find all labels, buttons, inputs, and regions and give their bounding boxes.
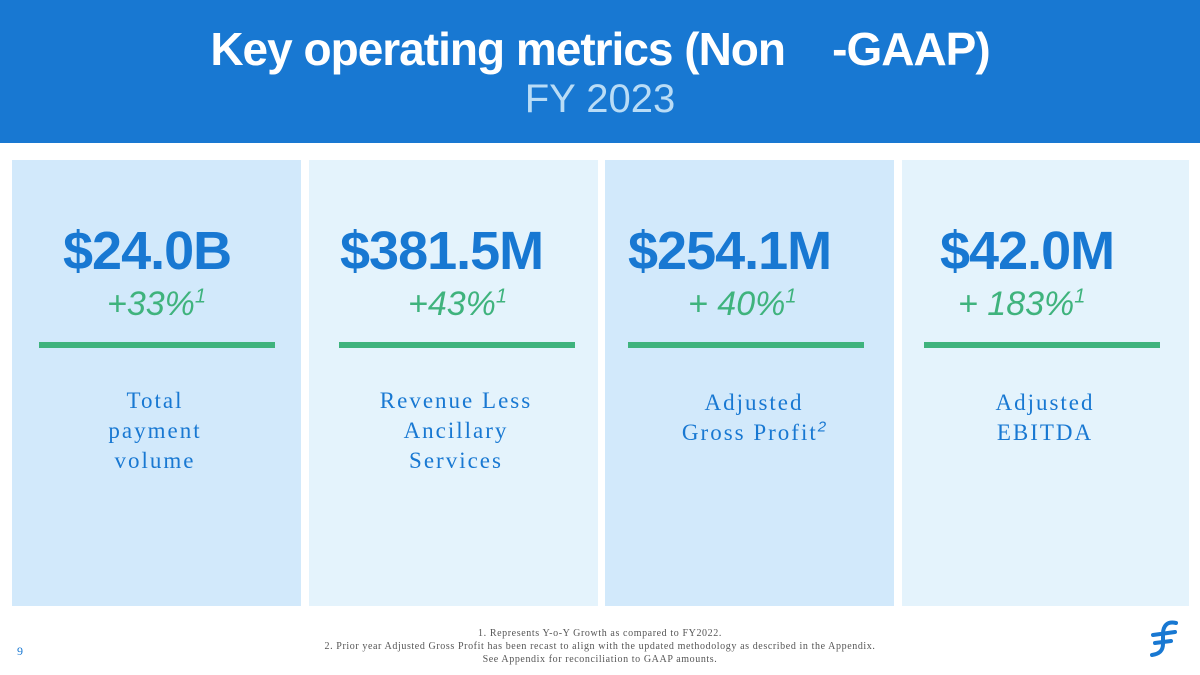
metric-divider-revenue — [339, 342, 575, 348]
footnote-1: 1. Represents Y-o-Y Growth as compared t… — [478, 628, 722, 639]
metric-label-gross-profit: Adjusted Gross Profit2 — [681, 390, 827, 445]
metric-growth-ebitda: + 183%1 — [958, 285, 1086, 323]
page-title: Key operating metrics (Non -GAAP) — [210, 23, 990, 75]
metric-panel-gross-profit — [605, 160, 894, 606]
footnotes: 1. Represents Y-o-Y Growth as compared t… — [0, 627, 1200, 666]
metric-growth-gross-profit: + 40%1 — [688, 285, 797, 323]
metric-value-gross-profit: $254.1M — [628, 221, 832, 281]
metric-value-tpv: $24.0B — [63, 221, 232, 281]
metric-panel-revenue — [309, 160, 598, 606]
metric-label-tpv: Total payment volume — [108, 388, 202, 473]
footnote-3: See Appendix for reconciliation to GAAP … — [482, 654, 718, 665]
metric-value-ebitda: $42.0M — [940, 221, 1115, 281]
metric-label-ebitda: Adjusted EBITDA — [995, 390, 1095, 445]
page-subtitle: FY 2023 — [524, 77, 676, 121]
metric-panel-ebitda — [902, 160, 1189, 606]
metric-panel-tpv — [12, 160, 301, 606]
brand-logo-icon — [1150, 620, 1178, 657]
metric-divider-tpv — [39, 342, 275, 348]
metric-growth-revenue: +43%1 — [408, 285, 508, 323]
page-number: 9 — [17, 644, 23, 658]
metric-divider-gross-profit — [628, 342, 864, 348]
metric-label-revenue: Revenue Less Ancillary Services — [379, 388, 533, 473]
footnote-2: 2. Prior year Adjusted Gross Profit has … — [324, 641, 876, 652]
header-banner: Key operating metrics (Non -GAAP) FY 202… — [0, 0, 1200, 143]
metric-growth-tpv: +33%1 — [107, 285, 207, 323]
metric-divider-ebitda — [924, 342, 1160, 348]
metric-value-revenue: $381.5M — [340, 221, 544, 281]
